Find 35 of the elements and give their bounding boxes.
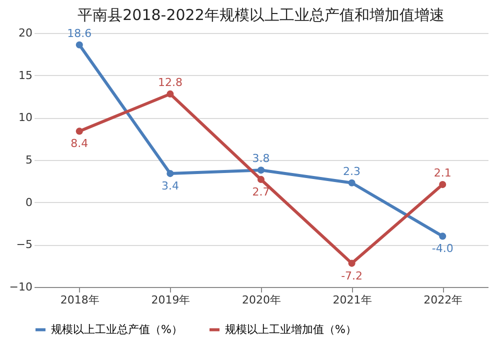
data-label: 2.3 [343,164,361,178]
point [76,41,83,48]
y-tick-label: 5 [26,154,32,166]
legend-label: 规模以上工业增加值（%） [225,322,356,336]
point [166,90,174,98]
data-label: 12.8 [158,76,182,89]
y-tick-label: −5 [16,238,32,252]
y-tick-label: 15 [18,68,32,82]
point [439,232,446,240]
point [439,181,446,188]
data-label: 8.4 [70,137,88,150]
point [348,179,356,186]
x-tick-label: 2020年 [242,294,281,306]
data-label: -4.0 [432,242,454,256]
legend-label: 规模以上工业总产值（%） [51,322,182,336]
data-label: 2.7 [252,185,270,198]
point [257,166,265,174]
data-label: 3.8 [252,152,270,166]
point [348,260,356,267]
y-tick-label: 20 [18,26,32,40]
x-tick-label: 2021年 [332,294,372,306]
y-tick-label: 0 [26,196,32,209]
x-tick-label: 2019年 [151,294,190,306]
data-label: 3.4 [161,180,179,193]
point [257,176,265,183]
chart-title: 平南县2018-2022年规模以上工业总产值和增加值增速 [78,6,444,24]
x-tick-label: 2018年 [60,294,100,306]
x-tick-label: 2022年 [424,294,463,306]
data-label: 2.1 [434,166,452,180]
data-label: 18.6 [67,26,92,40]
y-tick-label: −10 [9,280,32,294]
y-tick-label: 10 [18,111,32,124]
point [166,170,174,178]
point [76,128,83,135]
data-label: -7.2 [341,269,363,282]
